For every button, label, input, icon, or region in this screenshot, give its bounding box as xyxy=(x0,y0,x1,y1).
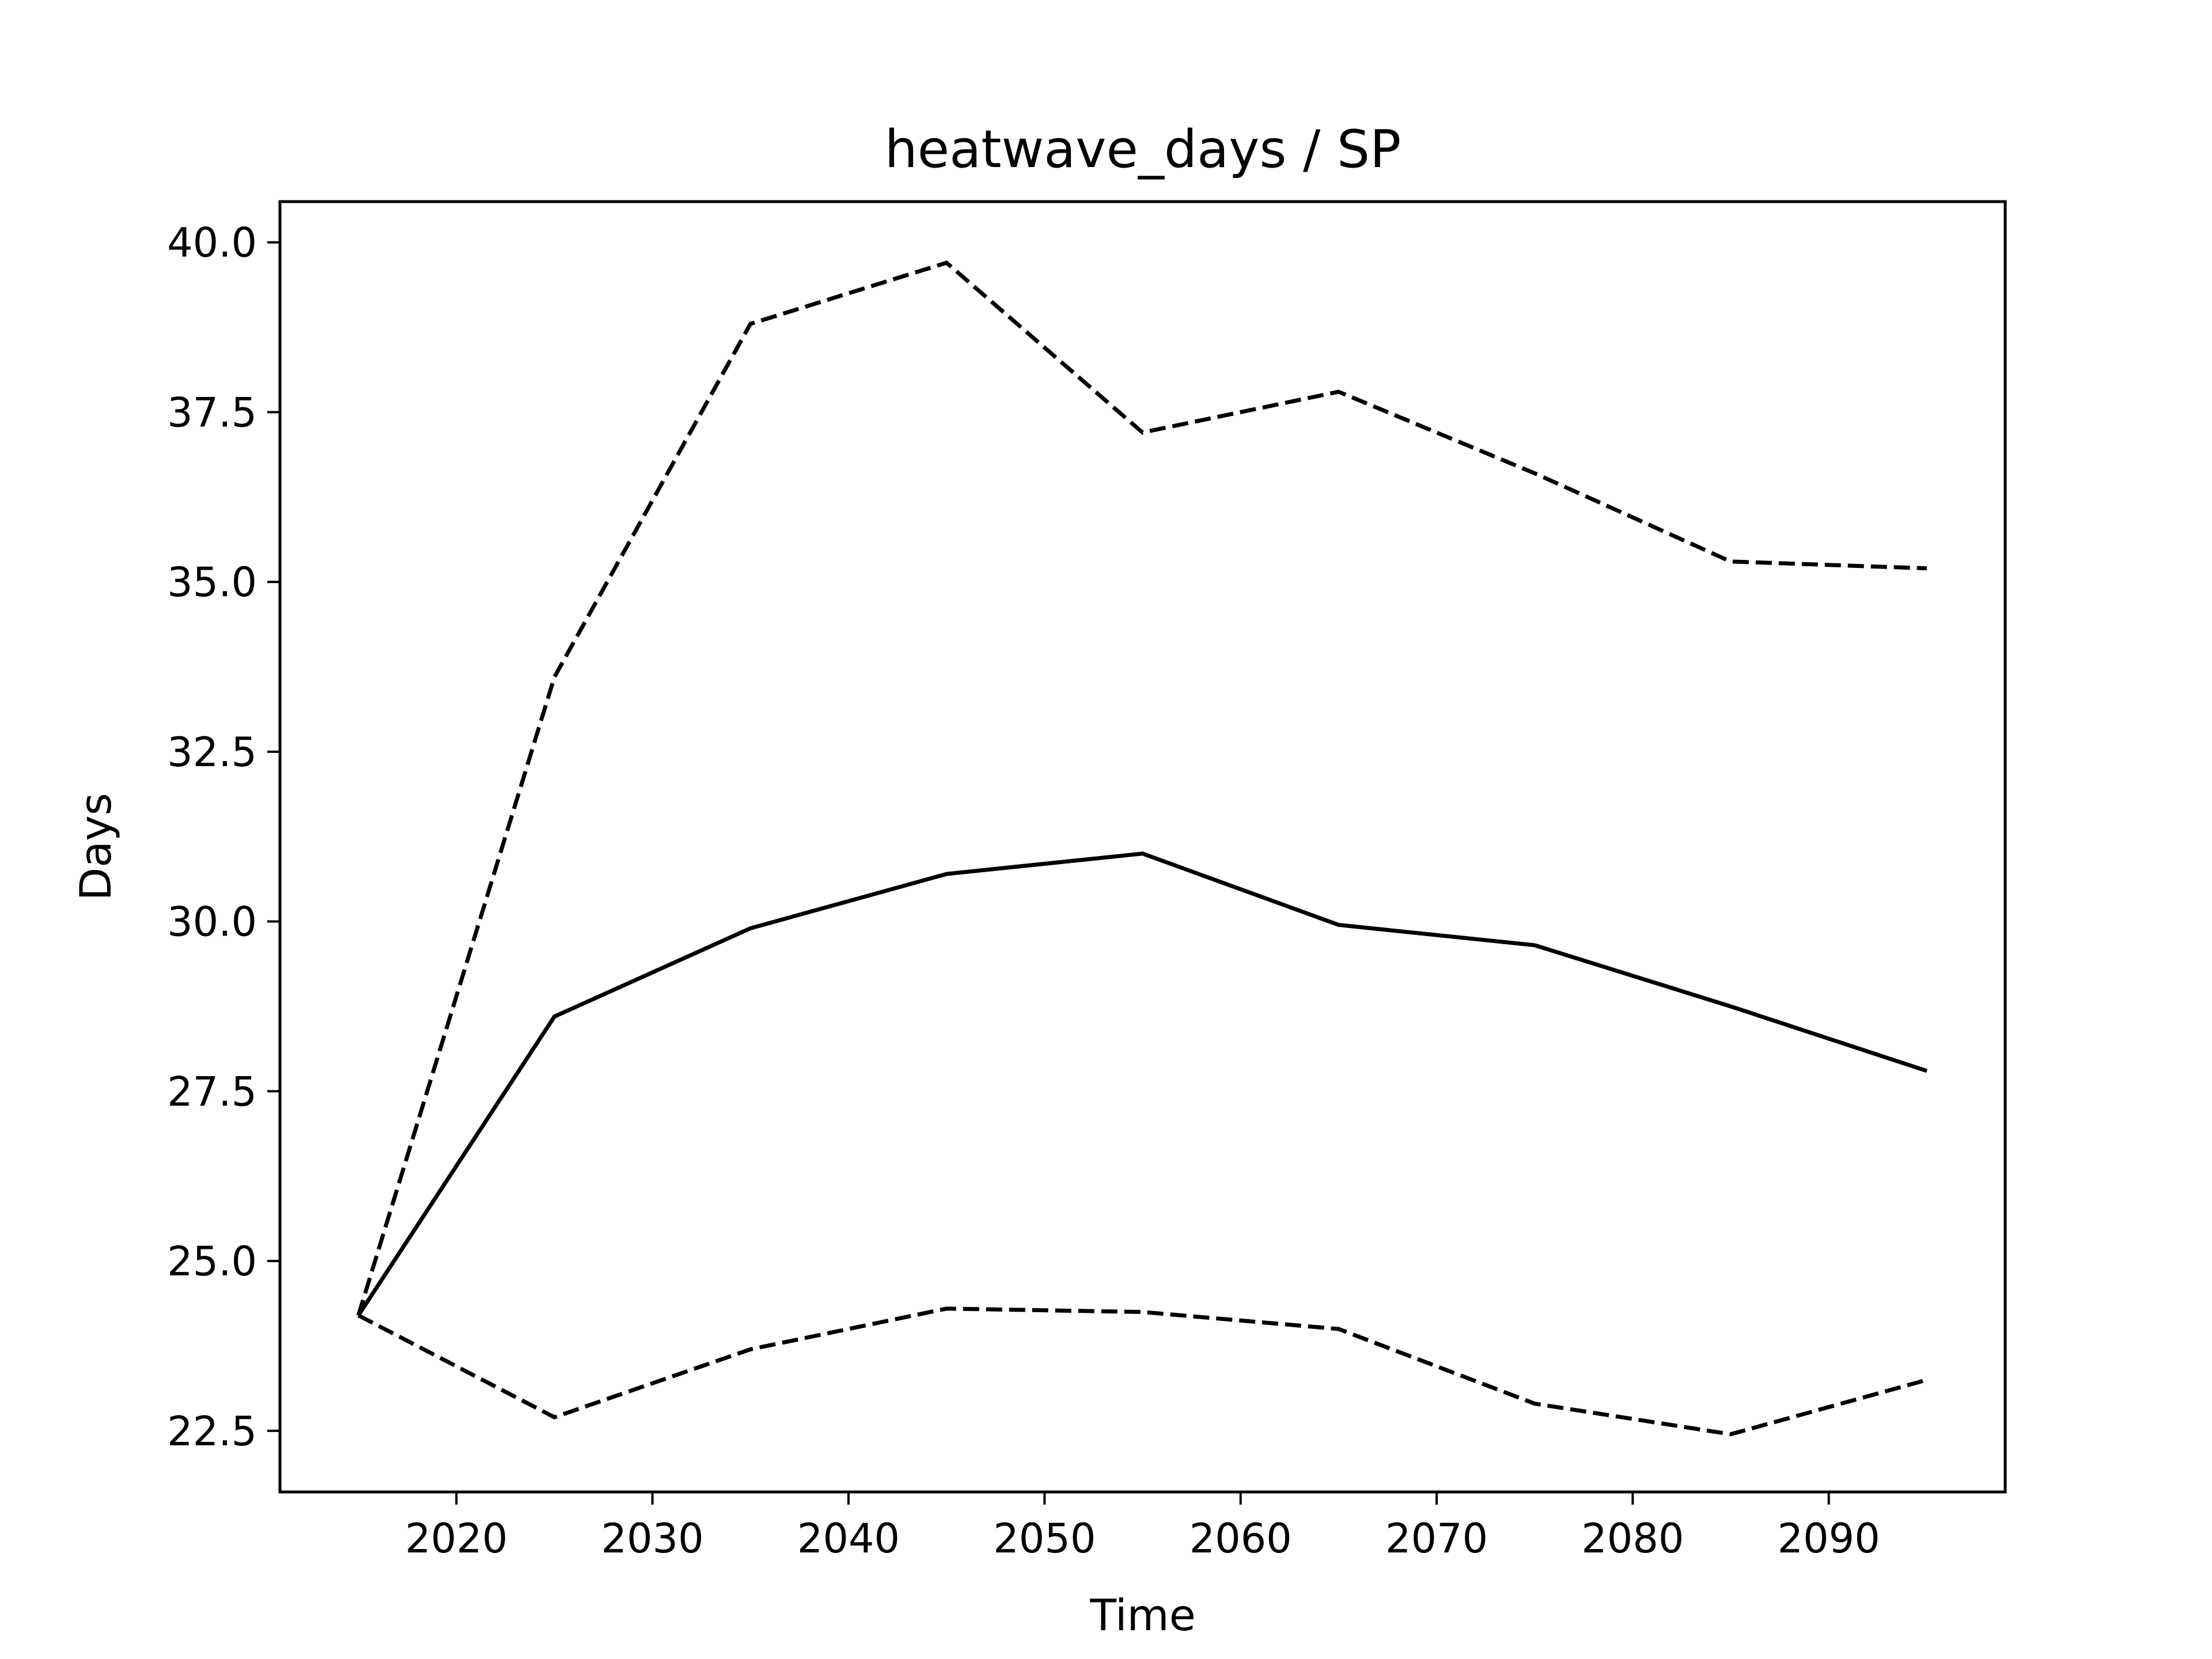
chart-title: heatwave_days / SP xyxy=(885,119,1402,180)
x-tick-label-2070: 2070 xyxy=(1385,1515,1488,1562)
x-axis-label: Time xyxy=(1089,1590,1196,1641)
x-tick-label-2030: 2030 xyxy=(601,1515,704,1562)
y-tick-label-0: 22.5 xyxy=(167,1408,257,1455)
y-tick-label-2: 27.5 xyxy=(167,1068,257,1115)
y-tick-label-3: 30.0 xyxy=(167,899,257,946)
x-axis: 2020 2030 2040 2050 2060 2070 2080 2090 xyxy=(405,1492,1880,1562)
series-line-1 xyxy=(357,851,1927,1317)
y-tick-label-5: 35.0 xyxy=(167,559,257,606)
y-tick-label-6: 37.5 xyxy=(167,389,257,436)
y-axis-label: Days xyxy=(70,793,121,900)
x-tick-label-2050: 2050 xyxy=(993,1515,1096,1562)
series-line-0 xyxy=(356,260,1927,1316)
x-tick-label-2060: 2060 xyxy=(1190,1515,1292,1562)
y-axis: 22.5 25.0 27.5 30.0 32.5 35.0 37.5 40.0 xyxy=(167,219,280,1455)
plot-frame xyxy=(278,200,2007,1494)
series-line-2 xyxy=(357,1306,1927,1437)
series-layer xyxy=(356,260,1927,1437)
x-tick-label-2040: 2040 xyxy=(797,1515,900,1562)
y-tick-label-7: 40.0 xyxy=(167,219,257,267)
x-tick-label-2020: 2020 xyxy=(405,1515,507,1562)
x-tick-label-2090: 2090 xyxy=(1778,1515,1880,1562)
y-tick-label-4: 32.5 xyxy=(167,729,257,776)
y-tick-label-1: 25.0 xyxy=(167,1238,257,1285)
x-tick-label-2080: 2080 xyxy=(1581,1515,1684,1562)
